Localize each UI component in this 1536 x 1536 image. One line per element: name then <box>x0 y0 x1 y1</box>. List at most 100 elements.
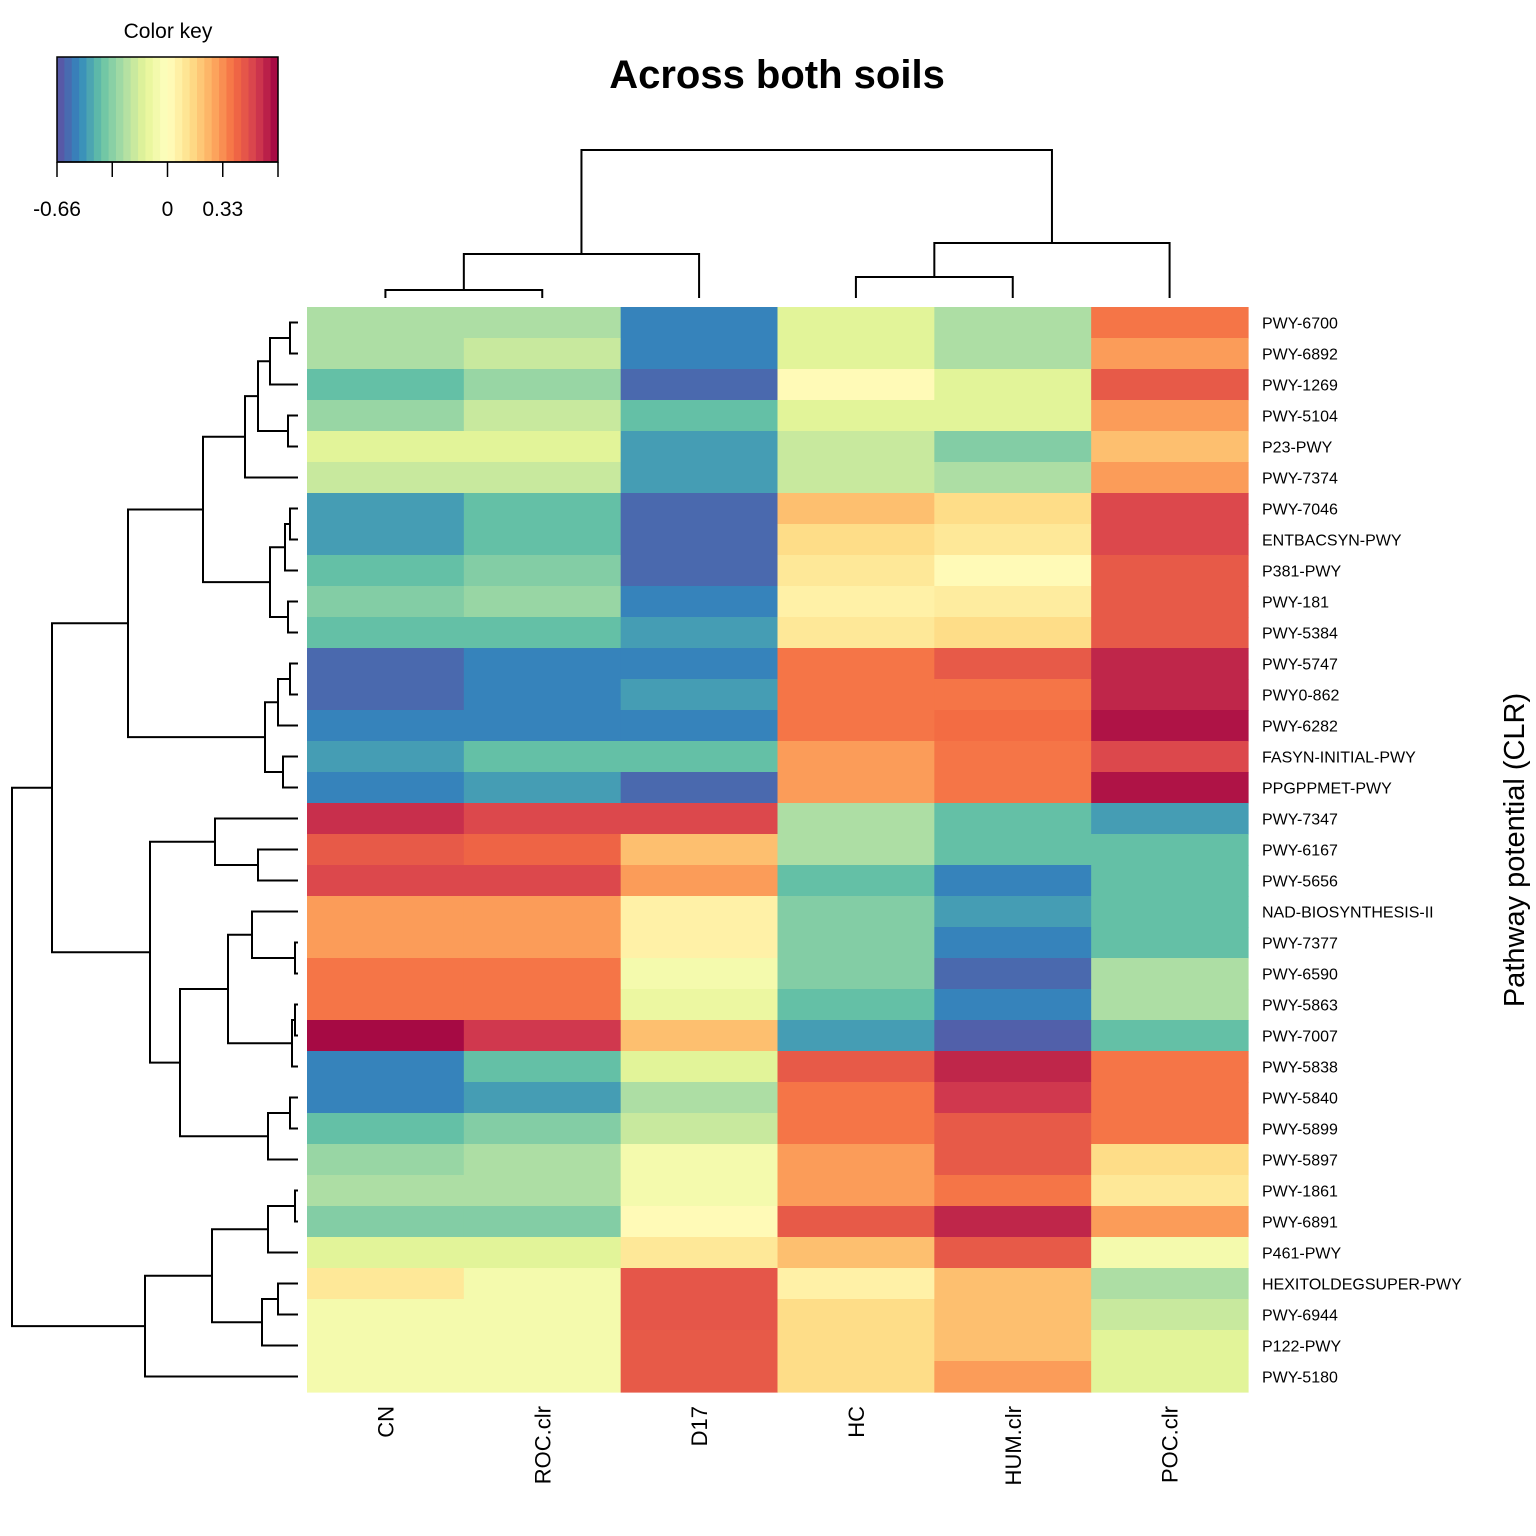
color-key-swatch <box>93 57 102 162</box>
row-label: PWY-5897 <box>1262 1153 1338 1170</box>
heatmap-cell <box>1091 834 1249 866</box>
heatmap-cell <box>777 338 935 370</box>
heatmap-cell <box>463 865 622 897</box>
heatmap-cell <box>620 958 779 990</box>
color-key-swatch <box>130 57 139 162</box>
heatmap-cell <box>777 803 935 835</box>
heatmap-cell <box>463 1144 622 1176</box>
row-dendrogram-branch <box>269 337 298 386</box>
heatmap-cell <box>934 338 1092 370</box>
heatmap-cell <box>620 896 779 928</box>
heatmap-cell <box>620 1361 779 1393</box>
heatmap-cell <box>307 1144 465 1176</box>
row-dendrogram-branch <box>144 1274 298 1378</box>
heatmap-cell <box>307 1082 465 1114</box>
heatmap-cell <box>620 1268 779 1300</box>
heatmap-cell <box>934 1020 1092 1052</box>
heatmap-cell <box>1091 617 1249 649</box>
heatmap-cell <box>463 772 622 804</box>
heatmap-cell <box>620 772 779 804</box>
heatmap-cell <box>620 1299 779 1331</box>
heatmap-cell <box>620 400 779 432</box>
row-label: NAD-BIOSYNTHESIS-II <box>1262 905 1434 922</box>
heatmap-cell <box>620 369 779 401</box>
heatmap-cell <box>1091 307 1249 339</box>
heatmap-cell <box>307 989 465 1021</box>
heatmap-cell <box>777 1330 935 1362</box>
heatmap-cell <box>777 307 935 339</box>
heatmap-cell <box>307 1299 465 1331</box>
heatmap-cell <box>934 1144 1092 1176</box>
row-label: PWY-6891 <box>1262 1215 1338 1232</box>
heatmap-cell <box>777 369 935 401</box>
row-label: P122-PWY <box>1262 1339 1341 1356</box>
heatmap-cell <box>463 803 622 835</box>
heatmap-cell <box>1091 1237 1249 1269</box>
row-label: PWY-5104 <box>1262 409 1338 426</box>
heatmap-cell <box>620 741 779 773</box>
heatmap-cell <box>307 1051 465 1083</box>
heatmap-cell <box>777 1206 935 1238</box>
heatmap-cell <box>777 648 935 680</box>
heatmap-cell <box>307 1268 465 1300</box>
color-key-swatch <box>71 57 80 162</box>
heatmap-cell <box>620 617 779 649</box>
row-dendrogram-branch <box>282 755 298 789</box>
heatmap-cell <box>463 617 622 649</box>
row-label: PWY-5384 <box>1262 626 1338 643</box>
heatmap-cell <box>934 1113 1092 1145</box>
row-dendrogram-branch <box>257 848 298 882</box>
heatmap-cell <box>463 1175 622 1207</box>
color-key-tick-label: 0 <box>162 198 174 221</box>
heatmap-cell <box>1091 710 1249 742</box>
row-label: P461-PWY <box>1262 1246 1341 1263</box>
heatmap-cell <box>1091 1206 1249 1238</box>
row-label: PWY-6167 <box>1262 843 1338 860</box>
heatmap-cell <box>1091 1299 1249 1331</box>
heatmap-cell <box>463 1299 622 1331</box>
heatmap-cell <box>620 1175 779 1207</box>
heatmap-cell <box>463 307 622 339</box>
heatmap-cell <box>1091 741 1249 773</box>
color-key-swatch <box>174 57 183 162</box>
heatmap-cell <box>307 369 465 401</box>
heatmap-cell <box>463 710 622 742</box>
heatmap-cell <box>1091 1330 1249 1362</box>
chart-title: Across both soils <box>609 53 945 97</box>
heatmap-cell <box>1091 1175 1249 1207</box>
heatmap-cell <box>307 1237 465 1269</box>
row-dendrogram-branch <box>289 321 298 355</box>
heatmap-cell <box>777 710 935 742</box>
heatmap-cell <box>463 648 622 680</box>
color-key-swatch <box>123 57 132 162</box>
heatmap-cell <box>777 1361 935 1393</box>
row-dendrogram-branch <box>127 508 265 739</box>
row-dendrogram-branch <box>289 662 298 696</box>
heatmap-cell <box>777 1082 935 1114</box>
row-dendrogram-branch <box>267 1205 298 1254</box>
heatmap-cell <box>463 462 622 494</box>
heatmap-cell <box>934 1268 1092 1300</box>
heatmap-cell <box>463 834 622 866</box>
row-dendrogram-branch <box>289 1096 298 1130</box>
heatmap-cell <box>777 1268 935 1300</box>
heatmap-cell <box>620 989 779 1021</box>
heatmap-cell <box>777 896 935 928</box>
heatmap-cell <box>1091 493 1249 525</box>
heatmap-cell <box>620 927 779 959</box>
color-key-swatch <box>160 57 168 162</box>
heatmap-cell <box>934 772 1092 804</box>
heatmap-cell <box>307 1175 465 1207</box>
row-label: PWY-181 <box>1262 595 1329 612</box>
heatmap-cell <box>1091 555 1249 587</box>
heatmap-cell <box>934 989 1092 1021</box>
row-dendrogram-branch <box>244 395 298 479</box>
heatmap-cell <box>777 989 935 1021</box>
row-label: PWY-5863 <box>1262 998 1338 1015</box>
heatmap-cell <box>777 1113 935 1145</box>
heatmap-cell <box>307 462 465 494</box>
row-dendrogram-branch <box>287 414 298 448</box>
heatmap-cell <box>307 1113 465 1145</box>
column-dendrogram-branch <box>384 289 544 298</box>
heatmap-cell <box>620 1330 779 1362</box>
